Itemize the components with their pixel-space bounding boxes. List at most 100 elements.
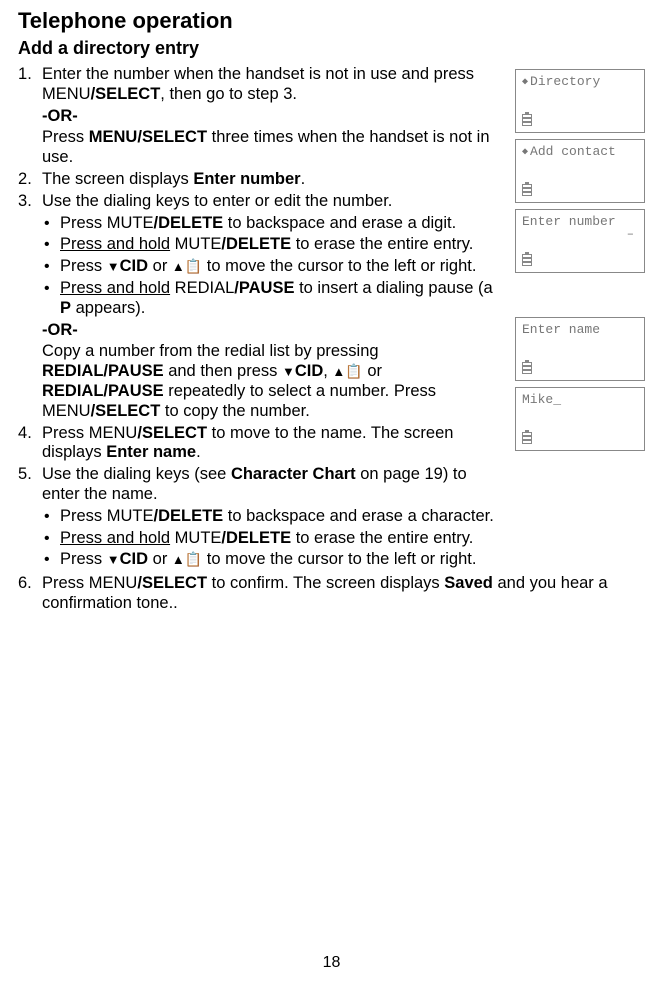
- step-1-menu: MENU: [42, 85, 91, 103]
- s3b1-delete: /DELETE: [154, 214, 224, 232]
- s3b4-p: P: [60, 299, 71, 317]
- screen-entername: Enter name: [515, 317, 645, 381]
- step-4: Press MENU/SELECT to move to the name. T…: [18, 424, 503, 464]
- s5-a: Use the dialing keys (see: [42, 465, 231, 483]
- down-arrow-icon-3: ▼: [107, 552, 120, 567]
- s3b1: Press MUTE/DELETE to backspace and erase…: [42, 214, 503, 234]
- screen-directory-line: ◆ Directory: [522, 74, 638, 89]
- step-5: Use the dialing keys (see Character Char…: [18, 465, 503, 570]
- screen-addcontact-line: ◆ Add contact: [522, 144, 638, 159]
- up-arrow-icon-2: ▲: [332, 364, 345, 379]
- s3or-rp1: REDIAL/: [42, 362, 108, 380]
- s4-select: /SELECT: [137, 424, 207, 442]
- s5b1-mute: MUTE: [107, 507, 154, 525]
- s3or-d: to copy the number.: [160, 402, 310, 420]
- s5b1: Press MUTE/DELETE to backspace and erase…: [42, 507, 503, 527]
- s4-entername: Enter name: [106, 443, 196, 461]
- s5b2: Press and hold MUTE/DELETE to erase the …: [42, 529, 503, 549]
- s3or-b: and then press: [164, 362, 282, 380]
- up-arrow-icon: ▲: [172, 259, 185, 274]
- step-2-b: .: [301, 170, 306, 188]
- step-5-bullets: Press MUTE/DELETE to backspace and erase…: [42, 507, 503, 570]
- screens-group-2: Enter name Mike_: [515, 317, 645, 451]
- s6-select: /SELECT: [137, 574, 207, 592]
- battery-icon-2: [522, 182, 532, 196]
- s3b1-b: to backspace and erase a digit.: [223, 214, 456, 232]
- step-3-text: Use the dialing keys to enter or edit th…: [42, 192, 392, 210]
- or-line-1: -OR-: [42, 107, 503, 127]
- s1or-a: Press: [42, 128, 89, 146]
- s3b2-mute: MUTE: [175, 235, 222, 253]
- s5b3-cid: CID: [120, 550, 148, 568]
- book-icon-2: 📋: [345, 363, 362, 379]
- step-1-text-a: Enter the number when the handset is not…: [42, 65, 474, 83]
- s6-a: Press: [42, 574, 89, 592]
- screens-group-1: ◆ Directory ◆ Add contact Enter number –: [515, 69, 645, 273]
- step-2-enter: Enter number: [193, 170, 300, 188]
- step-1-text-b: , then go to step 3.: [160, 85, 297, 103]
- s3b4-ph: Press and hold: [60, 279, 170, 297]
- s3b4: Press and hold REDIAL/PAUSE to insert a …: [42, 279, 503, 319]
- s3or: Copy a number from the redial list by pr…: [42, 342, 503, 421]
- s3b4-b: to insert a dialing pause (a: [295, 279, 493, 297]
- s1or-menu: MENU/: [89, 128, 142, 146]
- step-3: Use the dialing keys to enter or edit th…: [18, 192, 503, 422]
- s5b1-delete: /DELETE: [154, 507, 224, 525]
- s3or-rp2: REDIAL/: [42, 382, 108, 400]
- s3or-p2: PAUSE: [108, 382, 164, 400]
- book-icon-3: 📋: [185, 551, 202, 567]
- screen-directory-text: Directory: [530, 74, 600, 89]
- s5b1-a: Press: [60, 507, 107, 525]
- s3b3-or: or: [148, 257, 172, 275]
- step-1-or: Press MENU/SELECT three times when the h…: [42, 128, 503, 168]
- screen-mike-text: Mike_: [522, 392, 638, 407]
- battery-icon-4: [522, 360, 532, 374]
- s5b3-a: Press: [60, 550, 107, 568]
- s6-menu: MENU: [89, 574, 138, 592]
- s3b4-redial: REDIAL: [175, 279, 235, 297]
- or-line-2: -OR-: [42, 321, 503, 341]
- screen-addcontact-text: Add contact: [530, 144, 616, 159]
- s3or-cid: CID: [295, 362, 323, 380]
- steps-list: Enter the number when the handset is not…: [18, 65, 503, 570]
- s4-c: .: [196, 443, 201, 461]
- s5b3-or: or: [148, 550, 172, 568]
- s5b2-delete: /DELETE: [221, 529, 291, 547]
- text-column: Enter the number when the handset is not…: [18, 65, 515, 572]
- s3or-p1: PAUSE: [108, 362, 164, 380]
- battery-icon: [522, 112, 532, 126]
- down-arrow-icon: ▼: [107, 259, 120, 274]
- screen-mike: Mike_: [515, 387, 645, 451]
- step-1: Enter the number when the handset is not…: [18, 65, 503, 168]
- s5b2-mute: MUTE: [175, 529, 222, 547]
- cursor-1: –: [522, 227, 638, 241]
- s3or-menu: MENU: [42, 402, 91, 420]
- s3b3-b: to move the cursor to the left or right.: [202, 257, 476, 275]
- s3or-c: repeatedly to select a number. Press: [164, 382, 436, 400]
- s3b2-b: to erase the entire entry.: [291, 235, 473, 253]
- s3b2-delete: /DELETE: [221, 235, 291, 253]
- diamond-icon-2: ◆: [522, 146, 528, 158]
- step-2-a: The screen displays: [42, 170, 193, 188]
- s4-a: Press: [42, 424, 89, 442]
- s4-menu: MENU: [89, 424, 138, 442]
- screen-directory: ◆ Directory: [515, 69, 645, 133]
- s3or-or: or: [363, 362, 382, 380]
- s3or-a: Copy a number from the redial list by pr…: [42, 342, 379, 360]
- s5b2-ph: Press and hold: [60, 529, 170, 547]
- step-3-bullets: Press MUTE/DELETE to backspace and erase…: [42, 214, 503, 319]
- s6-saved: Saved: [444, 574, 493, 592]
- battery-icon-5: [522, 430, 532, 444]
- screen-entername-text: Enter name: [522, 322, 638, 337]
- s3b4-c: appears).: [71, 299, 145, 317]
- s5b1-b: to backspace and erase a character.: [223, 507, 494, 525]
- s3or-select: /SELECT: [91, 402, 161, 420]
- step-6: Press MENU/SELECT to confirm. The screen…: [18, 574, 645, 614]
- screen-enternumber: Enter number –: [515, 209, 645, 273]
- s1or-select: SELECT: [142, 128, 207, 146]
- up-arrow-icon-3: ▲: [172, 552, 185, 567]
- s3b1-a: Press: [60, 214, 107, 232]
- s6-b: to confirm. The screen displays: [207, 574, 444, 592]
- step-2: The screen displays Enter number.: [18, 170, 503, 190]
- screen-addcontact: ◆ Add contact: [515, 139, 645, 203]
